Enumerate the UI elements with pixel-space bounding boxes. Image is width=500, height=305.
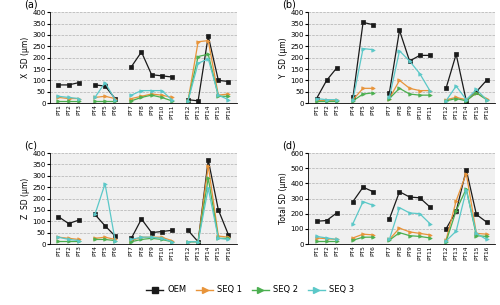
Line: SEQ 1: SEQ 1	[57, 235, 80, 241]
SEQ 3	[324, 236, 330, 240]
SEQ 1	[66, 97, 71, 100]
Line: SEQ 1: SEQ 1	[315, 236, 338, 241]
SEQ 1	[324, 98, 330, 102]
SEQ 3	[66, 238, 71, 241]
SEQ 1	[76, 238, 82, 241]
OEM	[76, 81, 82, 84]
SEQ 2	[66, 239, 71, 242]
OEM	[66, 222, 71, 225]
Y-axis label: Z  SD (μm): Z SD (μm)	[20, 178, 30, 219]
SEQ 2	[334, 239, 340, 243]
SEQ 3	[76, 97, 82, 100]
OEM	[324, 79, 330, 82]
Line: SEQ 3: SEQ 3	[57, 95, 80, 100]
Text: (c): (c)	[24, 140, 37, 150]
Y-axis label: X  SD (μm): X SD (μm)	[20, 37, 30, 78]
SEQ 3	[314, 235, 320, 238]
Legend: OEM, SEQ 1, SEQ 2, SEQ 3: OEM, SEQ 1, SEQ 2, SEQ 3	[143, 282, 357, 298]
Line: OEM: OEM	[57, 215, 80, 225]
SEQ 2	[56, 239, 62, 242]
OEM	[56, 83, 62, 87]
SEQ 3	[314, 97, 320, 100]
Y-axis label: Y  SD (μm): Y SD (μm)	[278, 37, 287, 78]
Y-axis label: Total SD (μm): Total SD (μm)	[278, 173, 287, 224]
SEQ 2	[334, 99, 340, 103]
SEQ 2	[66, 99, 71, 103]
Text: (a): (a)	[24, 0, 38, 9]
SEQ 3	[56, 95, 62, 98]
Text: (b): (b)	[282, 0, 296, 9]
Line: OEM: OEM	[315, 211, 338, 223]
SEQ 1	[324, 237, 330, 241]
SEQ 3	[324, 98, 330, 102]
SEQ 1	[56, 235, 62, 239]
SEQ 3	[56, 235, 62, 239]
Line: SEQ 2: SEQ 2	[315, 99, 338, 102]
Line: SEQ 3: SEQ 3	[315, 97, 338, 102]
SEQ 2	[76, 99, 82, 103]
SEQ 1	[314, 98, 320, 102]
Line: OEM: OEM	[315, 66, 338, 100]
Line: OEM: OEM	[57, 81, 80, 87]
OEM	[324, 219, 330, 222]
SEQ 2	[56, 99, 62, 103]
OEM	[66, 83, 71, 87]
SEQ 1	[76, 97, 82, 100]
SEQ 1	[334, 98, 340, 102]
Line: SEQ 2: SEQ 2	[57, 99, 80, 102]
OEM	[334, 66, 340, 70]
Line: SEQ 3: SEQ 3	[315, 235, 338, 241]
SEQ 2	[76, 239, 82, 242]
OEM	[334, 211, 340, 215]
Line: SEQ 2: SEQ 2	[57, 239, 80, 242]
SEQ 3	[334, 98, 340, 102]
Line: SEQ 1: SEQ 1	[315, 98, 338, 102]
Text: (d): (d)	[282, 140, 296, 150]
SEQ 3	[66, 95, 71, 99]
OEM	[314, 97, 320, 100]
SEQ 3	[334, 238, 340, 241]
SEQ 2	[314, 99, 320, 103]
SEQ 2	[324, 239, 330, 243]
OEM	[314, 219, 320, 223]
Line: SEQ 3: SEQ 3	[57, 235, 80, 242]
SEQ 1	[66, 236, 71, 240]
SEQ 1	[314, 236, 320, 240]
SEQ 1	[56, 95, 62, 99]
SEQ 1	[334, 238, 340, 241]
Line: SEQ 2: SEQ 2	[315, 239, 338, 243]
SEQ 2	[324, 99, 330, 103]
OEM	[76, 218, 82, 222]
Line: SEQ 1: SEQ 1	[57, 96, 80, 100]
SEQ 2	[314, 239, 320, 243]
SEQ 3	[76, 239, 82, 242]
OEM	[56, 215, 62, 219]
